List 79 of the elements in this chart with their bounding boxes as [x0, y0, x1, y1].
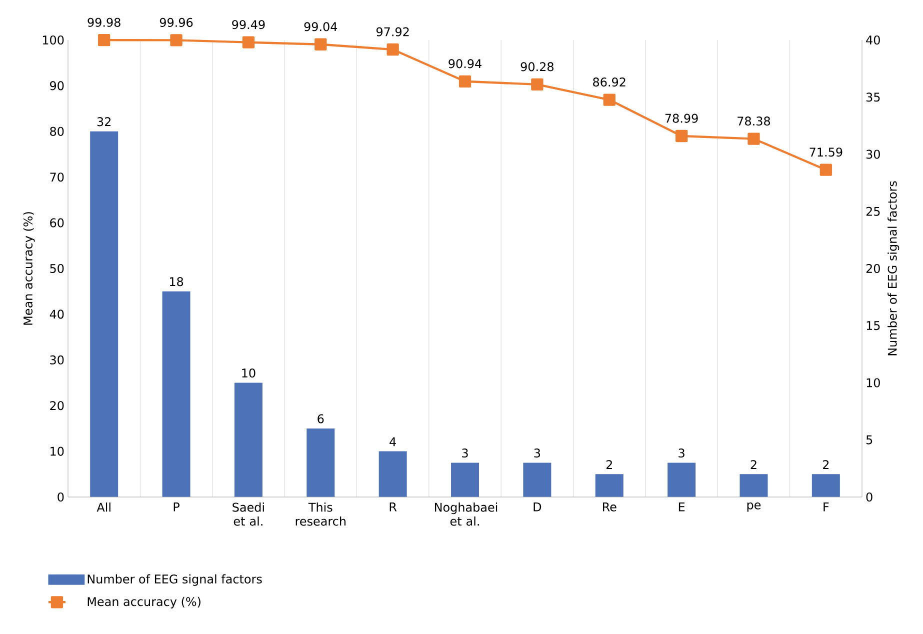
- bar: [378, 451, 407, 497]
- y-tick-label: 0: [58, 492, 64, 502]
- point: [675, 130, 688, 142]
- y-tick-label: 80: [50, 126, 64, 136]
- bar: [812, 474, 840, 497]
- x-tick-label: E: [678, 502, 685, 512]
- x-tick-label: D: [534, 502, 542, 512]
- data-label: 2: [822, 460, 829, 469]
- y-tick-label: 50: [50, 264, 64, 274]
- data-label: 90.94: [448, 59, 482, 68]
- point: [170, 34, 182, 46]
- data-label: 3: [462, 448, 468, 458]
- x-tick-label: P: [174, 502, 180, 512]
- data-label: 99.04: [304, 22, 338, 32]
- x-tick-label: Re: [602, 502, 616, 512]
- point: [458, 75, 472, 88]
- x-tick-label: Noghabaei et al.: [434, 502, 498, 526]
- y2-tick-label: 30: [866, 150, 880, 159]
- data-label: 2: [750, 460, 756, 469]
- bar: [90, 131, 118, 497]
- data-label: 97.92: [376, 27, 409, 36]
- y2-tick-label: 15: [866, 321, 880, 330]
- x-tick-label: All: [96, 502, 110, 512]
- data-label: 99.96: [160, 18, 193, 27]
- bar: [523, 462, 552, 497]
- point: [748, 132, 760, 145]
- y2-tick-label: 0: [866, 492, 872, 502]
- y2-tick-label: 35: [866, 92, 880, 102]
- x-tick-label: F: [824, 502, 829, 512]
- legend-label: Number of EEG signal factors: [88, 574, 262, 586]
- y2-tick-label: 5: [866, 435, 872, 444]
- y2-axis-title: Number of EEG signal factors: [888, 181, 900, 356]
- point: [603, 94, 616, 106]
- point: [242, 36, 255, 48]
- bar: [234, 382, 262, 497]
- y-tick-label: 20: [50, 401, 64, 410]
- point: [531, 78, 544, 90]
- data-label: 71.59: [810, 148, 842, 157]
- data-label: 90.28: [520, 62, 554, 72]
- point: [314, 38, 327, 50]
- y-tick-label: 70: [50, 172, 64, 182]
- legend-label: Mean accuracy (%): [88, 596, 200, 608]
- bar: [451, 462, 480, 497]
- x-tick-label: pe: [747, 502, 761, 512]
- data-label: 2: [606, 460, 612, 469]
- data-label: 10: [242, 368, 256, 378]
- bar: [668, 462, 696, 497]
- y-tick-label: 30: [50, 355, 64, 364]
- bar: [162, 291, 190, 497]
- data-label: 78.99: [665, 114, 698, 123]
- y2-tick-label: 20: [866, 264, 880, 274]
- data-label: 99.98: [88, 18, 120, 27]
- y-tick-label: 40: [50, 310, 64, 319]
- y2-tick-label: 40: [866, 35, 880, 45]
- data-label: 86.92: [593, 78, 626, 87]
- y-tick-label: 90: [50, 81, 64, 90]
- data-label: 6: [318, 414, 324, 424]
- point: [820, 164, 832, 176]
- data-label: 3: [678, 448, 684, 458]
- y-axis-title: Mean accuracy (%): [23, 212, 35, 325]
- bar: [595, 474, 624, 497]
- x-tick-label: R: [390, 502, 397, 512]
- data-label: 4: [390, 437, 396, 446]
- data-label: 32: [97, 117, 110, 126]
- bar: [306, 428, 335, 497]
- point: [386, 43, 399, 56]
- point: [98, 34, 110, 46]
- data-label: 18: [170, 277, 184, 286]
- y-tick-label: 100: [42, 35, 64, 45]
- x-tick-label: Saedi et al.: [232, 502, 264, 526]
- data-label: 78.38: [738, 116, 770, 126]
- x-tick-label: This research: [296, 502, 346, 526]
- y-tick-label: 10: [50, 446, 64, 456]
- y2-tick-label: 25: [866, 206, 880, 216]
- data-label: 99.49: [232, 20, 265, 30]
- y2-tick-label: 10: [866, 378, 880, 388]
- y-tick-label: 60: [50, 218, 64, 228]
- bar: [740, 474, 768, 497]
- data-label: 3: [534, 448, 540, 458]
